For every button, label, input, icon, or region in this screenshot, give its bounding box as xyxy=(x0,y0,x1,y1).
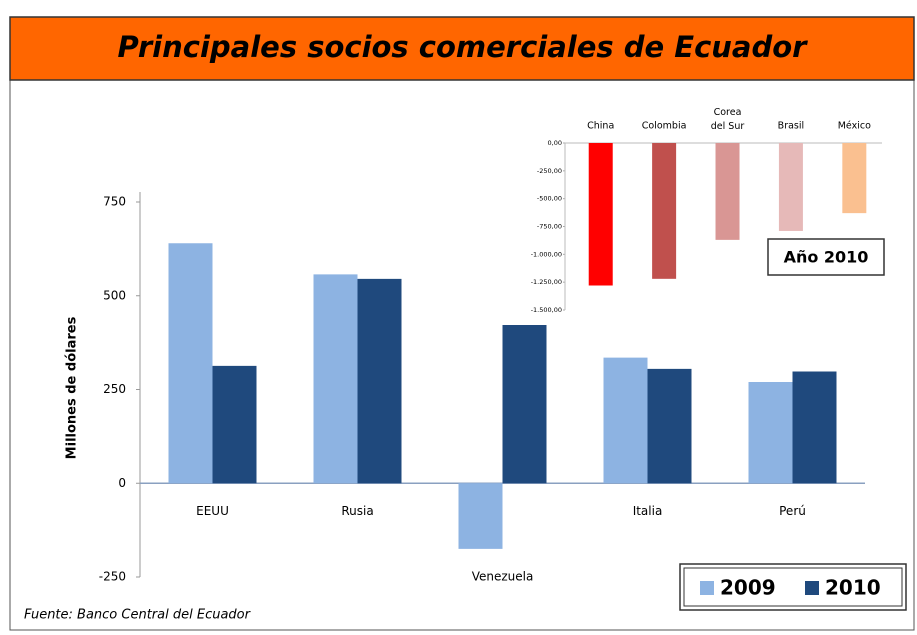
y-tick-label: 250 xyxy=(103,382,126,396)
bar xyxy=(603,357,648,484)
legend: 2009 2010 xyxy=(679,563,907,611)
legend-box-inner xyxy=(683,567,903,607)
bar xyxy=(357,278,402,484)
y-tick-label: 500 xyxy=(103,288,126,302)
annotation-box xyxy=(767,238,885,276)
x-tick-label: EEUU xyxy=(196,504,229,518)
y-axis-label: Millones de dólares xyxy=(65,316,80,459)
legend-swatch xyxy=(805,581,819,595)
bar xyxy=(458,483,503,549)
x-tick-label: Brasil xyxy=(778,121,804,132)
x-tick-label: Italia xyxy=(633,504,663,518)
bar xyxy=(792,371,837,484)
bar xyxy=(588,143,613,286)
title-banner xyxy=(9,16,915,81)
legend-swatch xyxy=(700,581,714,595)
y-tick-label: -500,00 xyxy=(537,195,562,203)
legend-label: 2009 xyxy=(720,576,776,600)
title: Principales socios comerciales de Ecuado… xyxy=(118,30,809,64)
x-tick-label: China xyxy=(587,121,614,132)
y-tick-label: 0 xyxy=(118,476,126,490)
y-tick-label: -750,00 xyxy=(537,223,562,231)
bar xyxy=(313,274,358,484)
y-tick-label: -1.250,00 xyxy=(531,278,562,286)
y-tick-label: -250,00 xyxy=(537,167,562,175)
x-tick-label: México xyxy=(838,121,871,132)
x-tick-label: Rusia xyxy=(341,504,373,518)
bar xyxy=(647,368,692,484)
bar xyxy=(778,143,803,231)
bar xyxy=(842,143,867,214)
y-tick-label: -250 xyxy=(99,570,126,584)
x-tick-label: Perú xyxy=(779,504,806,518)
x-tick-label: Venezuela xyxy=(472,569,534,583)
x-tick-label: Corea del Sur xyxy=(711,107,745,132)
annotation: Año 2010 xyxy=(784,248,869,267)
bar xyxy=(652,143,677,279)
y-tick-label: 0,00 xyxy=(548,139,562,147)
bar xyxy=(212,365,257,484)
x-tick-label: Colombia xyxy=(642,121,687,132)
y-tick-label: -1.000,00 xyxy=(531,250,562,258)
bar xyxy=(748,382,793,484)
bar xyxy=(168,243,213,484)
y-tick-label: 750 xyxy=(103,195,126,209)
bar xyxy=(502,325,547,484)
bar xyxy=(715,143,740,240)
legend-box xyxy=(679,563,907,611)
source: Fuente: Banco Central del Ecuador xyxy=(24,608,252,623)
legend-label: 2010 xyxy=(825,576,881,600)
y-tick-label: -1.500,00 xyxy=(531,306,562,314)
